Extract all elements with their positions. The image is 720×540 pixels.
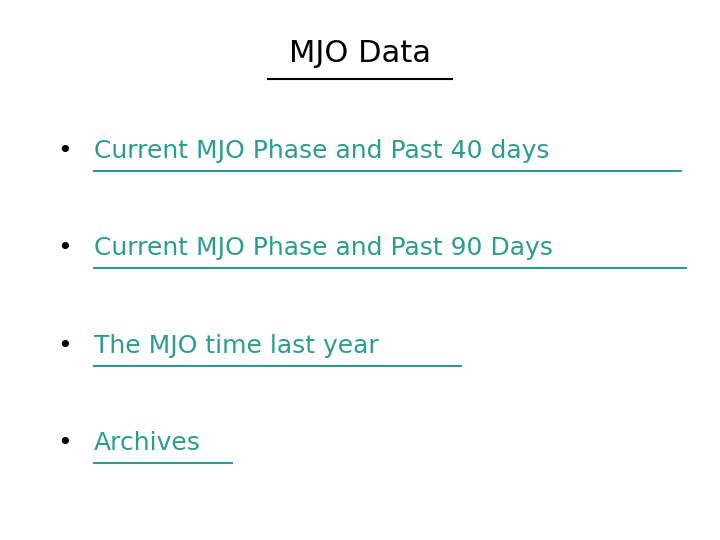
Text: The MJO time last year: The MJO time last year xyxy=(94,334,378,357)
Text: •: • xyxy=(58,139,72,163)
Text: •: • xyxy=(58,334,72,357)
Text: Archives: Archives xyxy=(94,431,200,455)
Text: Current MJO Phase and Past 90 Days: Current MJO Phase and Past 90 Days xyxy=(94,237,552,260)
Text: MJO Data: MJO Data xyxy=(289,39,431,69)
Text: Current MJO Phase and Past 40 days: Current MJO Phase and Past 40 days xyxy=(94,139,549,163)
Text: •: • xyxy=(58,237,72,260)
Text: •: • xyxy=(58,431,72,455)
